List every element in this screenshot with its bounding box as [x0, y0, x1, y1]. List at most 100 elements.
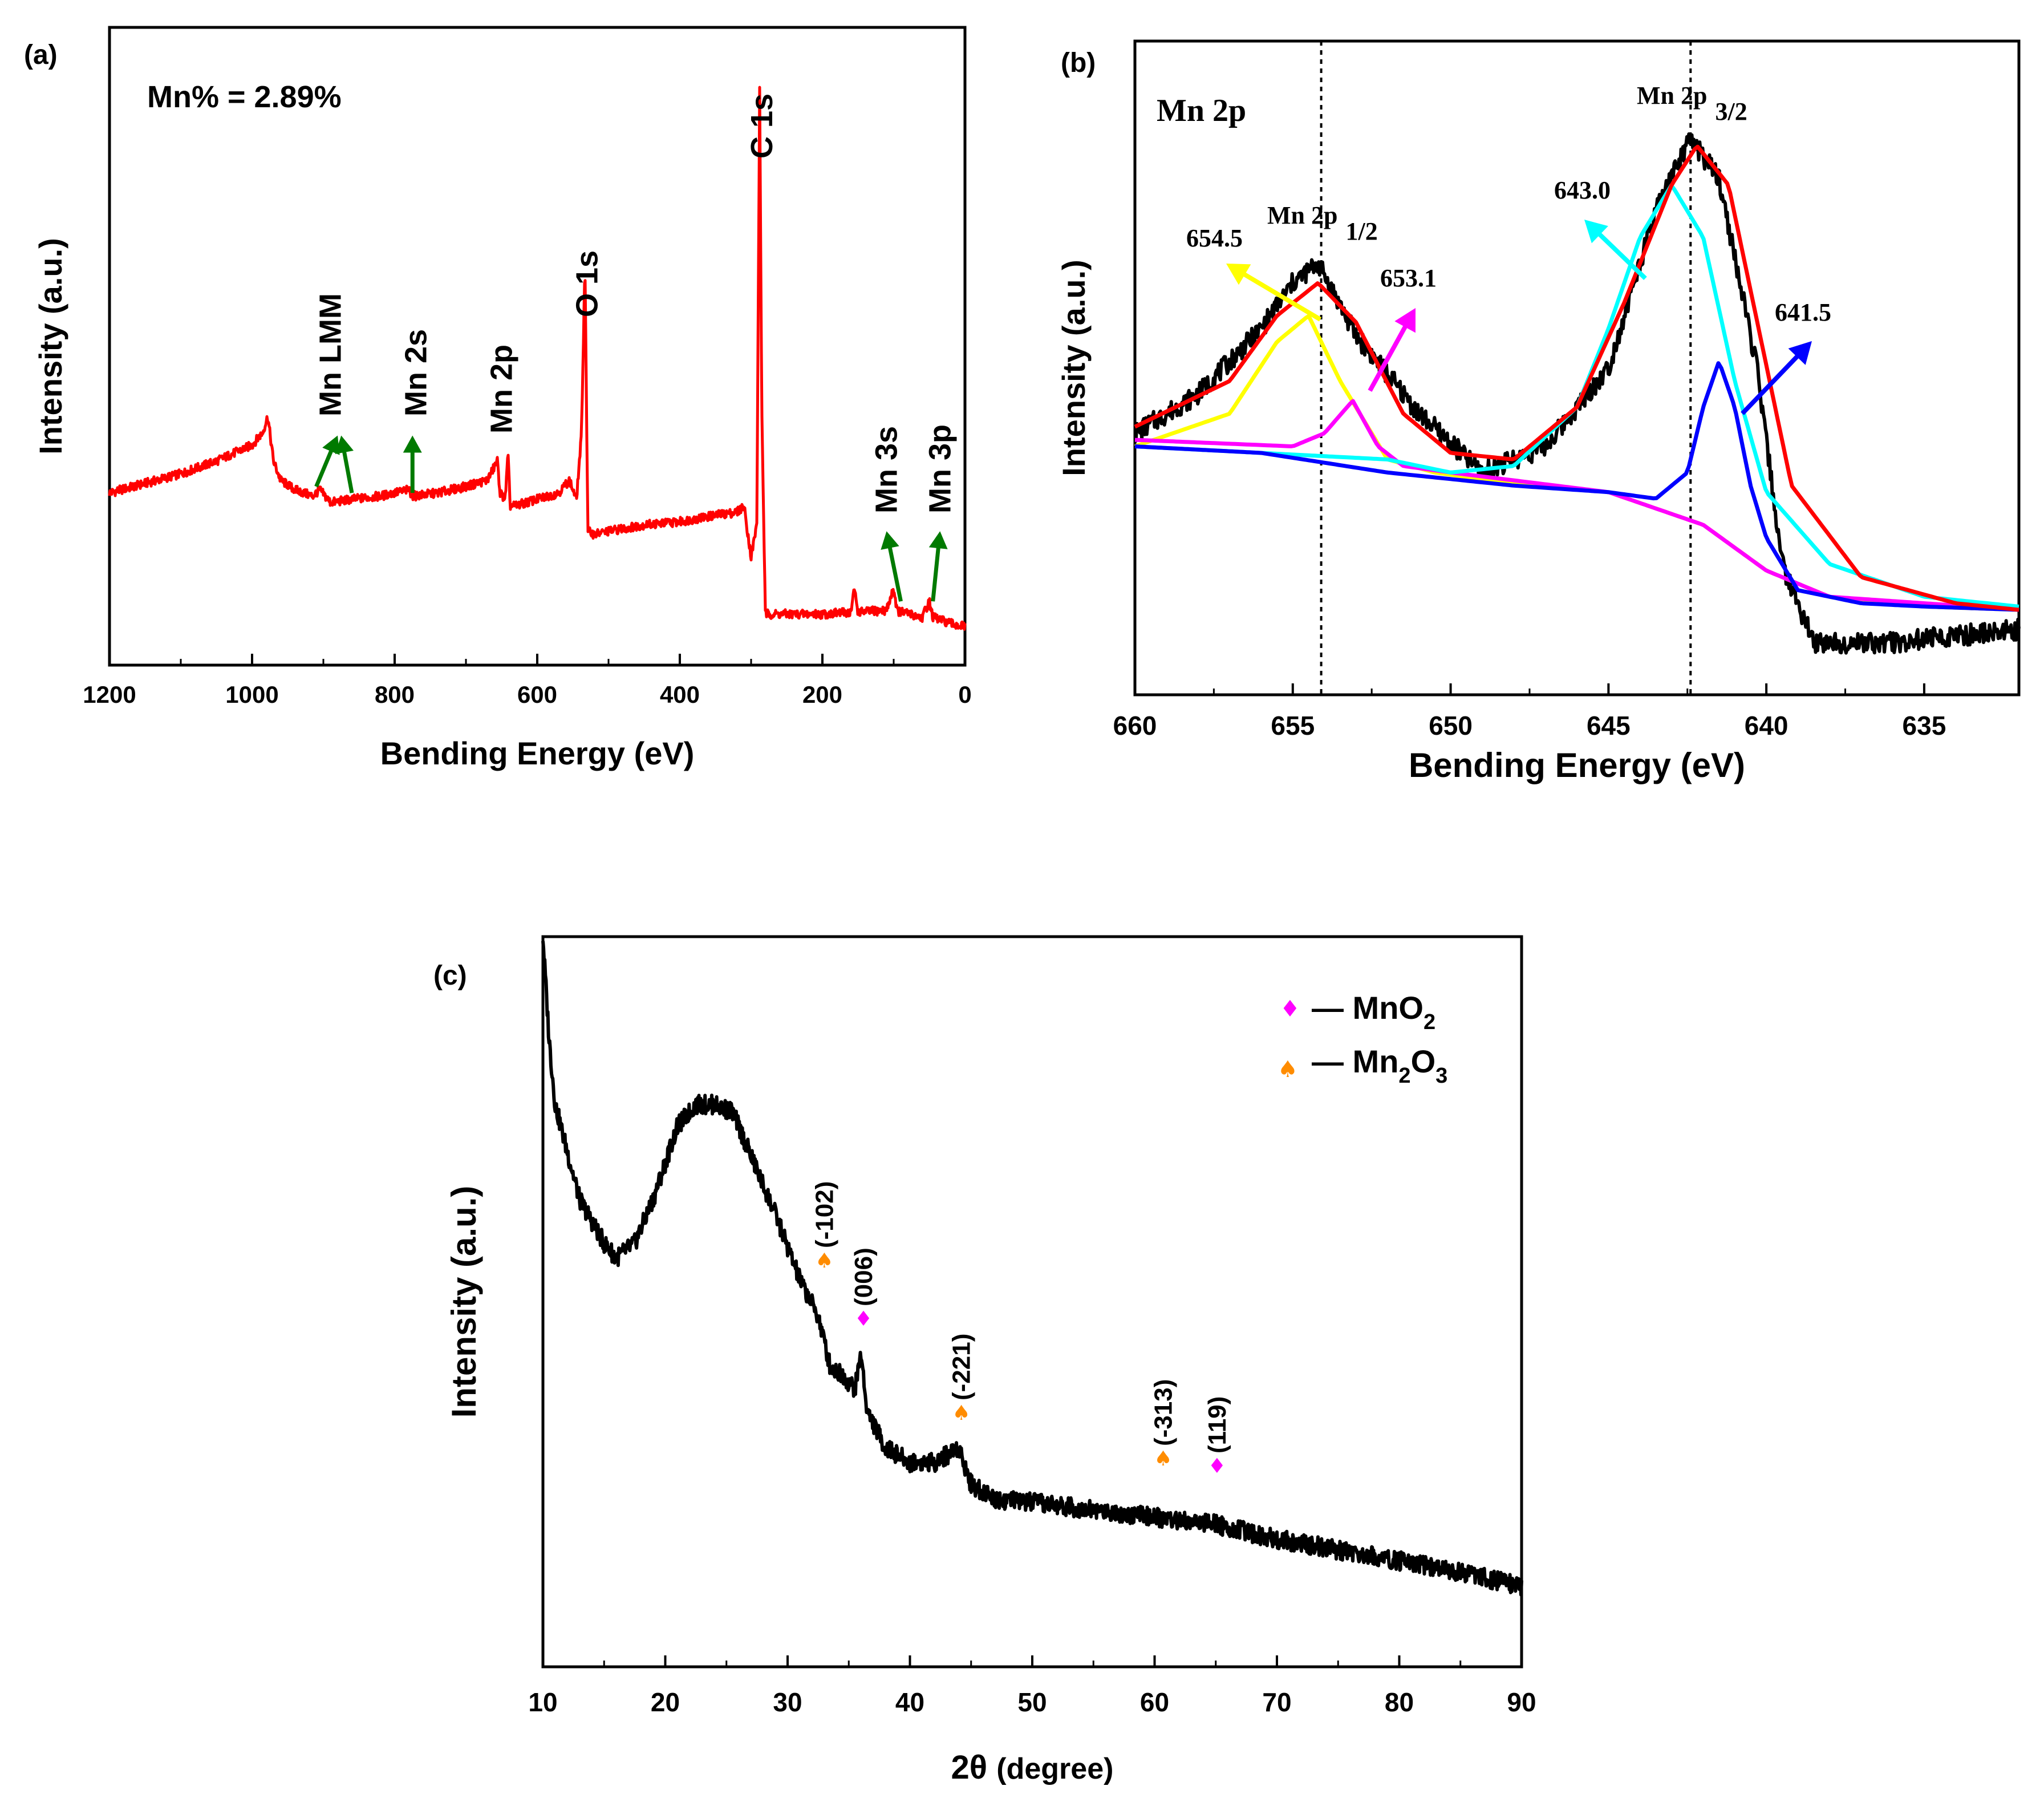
panel-c-xrd: (c) 10 20 30 40 50 60 70 80 90 ♠(-102)♦(006)♠(-2… — [433, 935, 1536, 1786]
peak-label: C 1s — [745, 94, 779, 159]
peak-value-label: 653.1 — [1380, 264, 1437, 292]
x-tick-label: 80 — [1385, 1687, 1414, 1717]
x-tick-label: 90 — [1507, 1687, 1536, 1717]
peak-index-label: (-221) — [948, 1334, 976, 1400]
x-tick-label: 40 — [895, 1687, 924, 1717]
peak-index-label: (-102) — [810, 1181, 838, 1248]
xrd-peak-labels: ♠(-102)♦(006)♠(-221)♠(-313)♦(119) — [810, 1181, 1231, 1478]
peak-value-label: 641.5 — [1775, 298, 1831, 326]
series-line — [1134, 361, 2019, 612]
peak-label: Mn LMM — [314, 293, 348, 416]
annotation-mn2p: Mn 2p — [1157, 93, 1246, 128]
panel-a-xps-survey: (a) 1200 1000 800 600 400 200 0 Mn% = 2.89% Mn… — [24, 26, 972, 771]
phase-marker: ♠ — [952, 1402, 970, 1425]
peak-value-labels-b: 654.5 653.1 643.0 641.5 — [1186, 176, 1831, 326]
y-axis-label-c: Intensity (a.u.) — [445, 1186, 483, 1418]
x-axis-label-a: Bending Energy (eV) — [380, 735, 695, 771]
series-line — [1134, 399, 2019, 612]
arrow-head — [928, 531, 948, 549]
x-axis-c: 10 20 30 40 50 60 70 80 90 — [528, 1655, 1536, 1717]
x-tick-label: 30 — [773, 1687, 802, 1717]
x-tick-label: 10 — [528, 1687, 557, 1717]
legend-c: ♦ — MnO2 ♠ — Mn2O3 — [1278, 990, 1447, 1088]
x-axis-b: 660 655 650 645 640 635 — [1113, 683, 1946, 740]
phase-marker: ♠ — [1154, 1447, 1172, 1471]
phase-marker: ♦ — [1208, 1455, 1226, 1478]
x-tick-label: 635 — [1903, 711, 1946, 740]
panel-b-mn2p-fit: (b) 660 655 650 645 640 635 Mn 2p 654.5653.16… — [1056, 39, 2021, 784]
y-axis-label-a: Intensity (a.u.) — [33, 238, 68, 455]
arrow-shaft — [1240, 270, 1322, 322]
arrow-shaft — [887, 544, 903, 602]
arrow-head — [1584, 220, 1608, 244]
legend-marker-mn2o3: ♠ — [1278, 1056, 1298, 1083]
x-tick-label: 70 — [1262, 1687, 1291, 1717]
arrow-head — [1394, 308, 1416, 333]
arrow-head — [403, 435, 422, 453]
arrow-head — [335, 435, 354, 455]
x-tick-label: 600 — [517, 681, 557, 708]
arrow-head — [1226, 264, 1251, 285]
peak-label: Mn 3p — [923, 424, 957, 513]
panel-label-c: (c) — [433, 961, 467, 991]
peak-labels-a: Mn LMM Mn 2s Mn 2p O 1s C 1s Mn 3s Mn 3p — [314, 94, 958, 513]
x-tick-label: 1200 — [83, 681, 136, 708]
orbital-label: Mn 2p3/2 — [1637, 82, 1747, 125]
series-line — [1134, 144, 2019, 612]
arrow-shaft — [1741, 352, 1802, 415]
peak-value-label: 643.0 — [1554, 176, 1611, 204]
arrow-shaft — [931, 544, 941, 602]
arrows-b — [1226, 220, 1812, 415]
arrow-shaft — [342, 448, 354, 493]
x-tick-label: 400 — [660, 681, 700, 708]
peak-index-label: (119) — [1203, 1396, 1231, 1453]
peak-label: Mn 2s — [399, 329, 433, 416]
legend-marker-mno2: ♦ — [1280, 996, 1300, 1022]
orbital-label: Mn 2p1/2 — [1267, 201, 1378, 245]
peak-label: Mn 2p — [485, 345, 519, 434]
arrows-a — [314, 435, 948, 602]
x-tick-label: 0 — [958, 681, 971, 708]
annotation-mn-percent: Mn% = 2.89% — [147, 80, 342, 114]
peak-index-label: (-313) — [1150, 1379, 1178, 1446]
plot-frame-b — [1133, 39, 2021, 696]
x-tick-label: 660 — [1113, 711, 1157, 740]
x-tick-label: 50 — [1017, 1687, 1047, 1717]
x-tick-label: 200 — [802, 681, 842, 708]
x-tick-label: 650 — [1429, 711, 1473, 740]
series-line — [1134, 183, 2019, 609]
x-tick-label: 1000 — [225, 681, 278, 708]
series-line — [1134, 314, 2019, 612]
x-tick-label: 640 — [1745, 711, 1788, 740]
panel-label-a: (a) — [24, 40, 58, 70]
phase-marker: ♦ — [854, 1307, 873, 1331]
x-tick-label: 20 — [651, 1687, 680, 1717]
legend-label-mno2: — MnO2 — [1312, 990, 1435, 1034]
x-tick-label: 800 — [375, 681, 415, 708]
x-tick-label: 655 — [1271, 711, 1315, 740]
peak-label: O 1s — [570, 250, 605, 317]
arrow-shaft — [1595, 230, 1647, 280]
legend-label-mn2o3: — Mn2O3 — [1312, 1043, 1447, 1088]
plot-frame-a — [108, 26, 967, 667]
peak-label: Mn 3s — [870, 426, 904, 513]
x-axis-label-b: Bending Energy (eV) — [1409, 746, 1745, 784]
arrow-shaft — [1368, 322, 1409, 392]
xrd-pattern-line — [541, 941, 1523, 1597]
x-tick-label: 60 — [1140, 1687, 1169, 1717]
x-tick-label: 645 — [1587, 711, 1631, 740]
panel-label-b: (b) — [1061, 48, 1096, 78]
phase-marker: ♠ — [815, 1249, 833, 1273]
peak-index-label: (006) — [850, 1248, 878, 1306]
arrow-head — [881, 531, 899, 550]
arrow-head — [322, 435, 340, 455]
x-axis-label-c: 2θ (degree) — [951, 1749, 1114, 1786]
y-axis-label-b: Intensity (a.u.) — [1056, 260, 1092, 476]
arrow-shaft — [314, 447, 334, 488]
x-axis-a: 1200 1000 800 600 400 200 0 — [83, 654, 972, 708]
arrow-head — [1788, 341, 1812, 365]
orbital-labels-b: Mn 2p1/2 Mn 2p3/2 — [1267, 82, 1747, 245]
peak-value-label: 654.5 — [1186, 224, 1243, 252]
xps-survey-line — [108, 86, 967, 631]
